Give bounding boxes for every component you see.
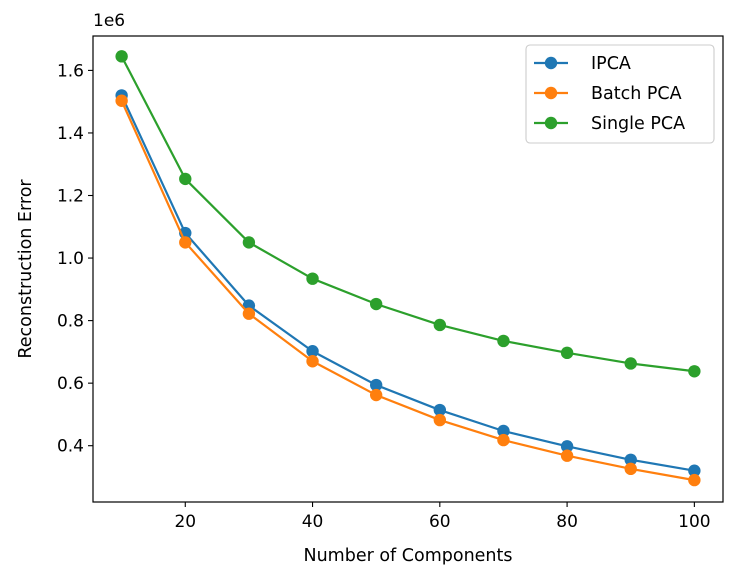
legend-item-batch-pca: Batch PCA	[534, 84, 682, 104]
legend-items: IPCA Batch PCA Single PCA	[534, 54, 685, 134]
y-axis-label: Reconstruction Error	[16, 179, 36, 359]
legend-marker-batch-pca	[544, 86, 558, 100]
data-point-batch-pca	[179, 236, 192, 249]
x-tick-label: 80	[556, 512, 578, 532]
x-tick-label: 100	[678, 512, 710, 532]
series-single-pca	[115, 50, 701, 378]
series-batch-pca	[115, 94, 701, 487]
data-point-single-pca	[179, 172, 192, 186]
x-axis: 20 40 60 80 100	[174, 502, 711, 532]
y-tick-label: 0.6	[57, 374, 84, 394]
y-tick-label: 1.4	[57, 124, 84, 144]
y-tick-label: 1.0	[57, 249, 84, 269]
data-point-batch-pca	[242, 307, 256, 320]
data-point-ipca	[560, 440, 574, 453]
data-point-batch-pca	[115, 94, 128, 107]
data-point-batch-pca	[369, 388, 383, 402]
data-point-single-pca	[115, 50, 128, 63]
x-tick-label: 20	[174, 512, 196, 532]
data-point-ipca	[306, 345, 319, 358]
data-point-ipca	[624, 453, 637, 466]
series-layer	[115, 50, 701, 487]
data-point-batch-pca	[688, 473, 701, 487]
legend: IPCA Batch PCA Single PCA	[525, 44, 715, 144]
data-point-single-pca	[433, 318, 447, 332]
data-point-single-pca	[688, 365, 701, 378]
legend-label-ipca: IPCA	[591, 54, 631, 74]
data-point-single-pca	[497, 334, 510, 348]
legend-marker-single-pca	[544, 116, 558, 130]
y-tick-label: 0.8	[57, 312, 84, 332]
legend-marker-ipca	[544, 56, 558, 70]
series-line-batch-pca	[120, 99, 696, 482]
data-point-ipca	[688, 464, 701, 477]
data-point-ipca	[497, 424, 510, 438]
legend-label-batch-pca: Batch PCA	[591, 84, 682, 104]
y-tick-label: 1.2	[57, 187, 84, 207]
series-line-ipca	[120, 94, 696, 472]
series-line-single-pca	[120, 55, 696, 373]
data-point-batch-pca	[433, 413, 447, 427]
legend-item-single-pca: Single PCA	[534, 114, 685, 134]
data-point-batch-pca	[560, 449, 574, 462]
data-point-single-pca	[369, 297, 383, 311]
legend-item-ipca: IPCA	[534, 54, 631, 74]
x-tick-label: 60	[429, 512, 451, 532]
data-point-single-pca	[560, 346, 574, 360]
y-tick-label: 0.4	[57, 437, 84, 457]
legend-box	[525, 44, 715, 144]
legend-label-single-pca: Single PCA	[591, 114, 685, 134]
y-offset-label: 1e6	[93, 11, 125, 31]
y-tick-label: 1.6	[57, 61, 84, 81]
data-point-ipca	[433, 403, 447, 417]
plot-frame	[92, 35, 724, 503]
x-axis-label: Number of Components	[303, 546, 512, 566]
data-point-single-pca	[624, 357, 637, 370]
data-point-single-pca	[242, 236, 256, 249]
data-point-batch-pca	[624, 462, 637, 476]
data-point-single-pca	[306, 272, 319, 285]
data-point-batch-pca	[497, 433, 510, 447]
y-axis: 0.4 0.6 0.8 1.0 1.2 1.4 1.6	[57, 61, 93, 457]
x-tick-label: 40	[302, 512, 324, 532]
data-point-ipca	[369, 378, 383, 392]
data-point-batch-pca	[306, 355, 319, 368]
